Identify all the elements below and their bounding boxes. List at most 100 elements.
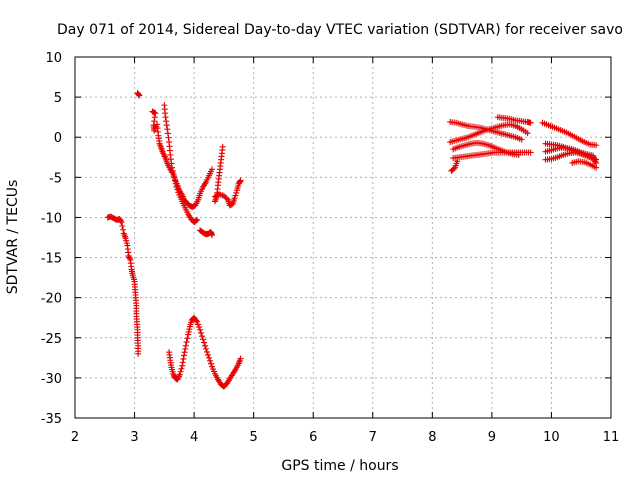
data-point [169,164,176,171]
data-point [207,360,214,367]
data-point [593,142,600,149]
data-point [151,118,158,125]
data-point [198,329,205,336]
data-point [170,171,177,178]
data-point [208,232,215,239]
data-point [194,216,201,223]
data-point [185,328,192,335]
data-point [152,110,159,117]
data-point [232,192,239,199]
data-point [237,355,244,362]
data-point [222,194,229,201]
plot-frame [74,56,612,419]
data-point [201,339,208,346]
data-point [194,318,201,325]
data-point [186,326,193,333]
y-tick-label: -15 [41,252,62,267]
data-point [164,126,171,133]
data-point [164,130,171,137]
x-tick-label: 7 [369,430,377,445]
y-tick-labels: 10 5 0 -5 -10 -15 -20 -25 -30 -35 [41,51,62,427]
chart-title: Day 071 of 2014, Sidereal Day-to-day VTE… [57,22,623,38]
data-point [199,333,206,340]
data-point [196,324,203,331]
data-point [175,189,182,196]
data-point [151,114,158,121]
data-point [173,183,180,190]
data-point [524,130,531,137]
data-point [184,335,191,342]
y-axis-title: SDTVAR / TECUs [5,180,21,295]
axis-ticks [74,56,612,419]
data-point [233,189,240,196]
data-point [185,331,192,338]
data-point [200,336,207,343]
y-tick-label: -25 [41,332,62,347]
y-tick-label: -35 [41,412,62,427]
data-point [231,195,238,202]
y-tick-label: -20 [41,292,62,307]
data-point [181,349,188,356]
y-tick-label: 10 [45,51,62,66]
data-point [179,362,186,369]
data-point [171,174,178,181]
data-point [163,122,170,129]
data-point [174,186,181,193]
data-point [195,321,202,328]
data-point [162,114,169,121]
x-tick-label: 9 [488,430,496,445]
x-tick-label: 3 [130,430,138,445]
data-point [136,92,143,99]
y-tick-label: 0 [54,131,62,146]
data-point [206,354,212,361]
data-point [183,339,190,346]
data-point [220,192,227,199]
data-point [527,119,534,126]
data-point [169,167,176,174]
data-point [177,368,184,375]
data-point [219,143,226,150]
data-point [163,118,170,125]
data-point [202,342,209,349]
x-tick-label: 10 [543,430,560,445]
data-point [165,134,172,141]
data-point [204,348,211,355]
data-point [119,223,126,230]
data-point [193,317,200,324]
y-tick-label: -30 [41,372,62,387]
data-point [450,165,457,172]
data-point [593,164,600,171]
x-tick-label: 6 [309,430,317,445]
data-point [167,156,174,163]
data-point [126,255,133,262]
data-point [518,136,525,143]
data-point [182,342,189,349]
data-point [206,357,213,364]
data-point [172,180,179,187]
data-point [197,326,204,333]
data-point [176,371,183,378]
data-point [179,359,186,366]
data-point [208,166,215,173]
data-point [180,355,187,362]
data-point [117,218,124,225]
x-tick-labels: 2 3 4 5 6 7 8 9 10 11 [71,430,619,445]
data-point [182,346,189,353]
data-point [203,346,210,353]
data-point [205,351,212,358]
data-point [223,195,230,202]
data-point [592,158,599,165]
data-point [135,350,142,357]
x-tick-label: 4 [190,430,198,445]
data-point [126,254,133,261]
y-tick-label: -5 [49,171,62,186]
x-tick-label: 5 [250,430,258,445]
data-point [178,365,185,372]
data-point [193,217,200,224]
data-point [118,219,125,226]
data-point [527,149,534,156]
x-tick-label: 2 [71,430,79,445]
data-point [236,178,243,185]
data-point [167,151,174,158]
